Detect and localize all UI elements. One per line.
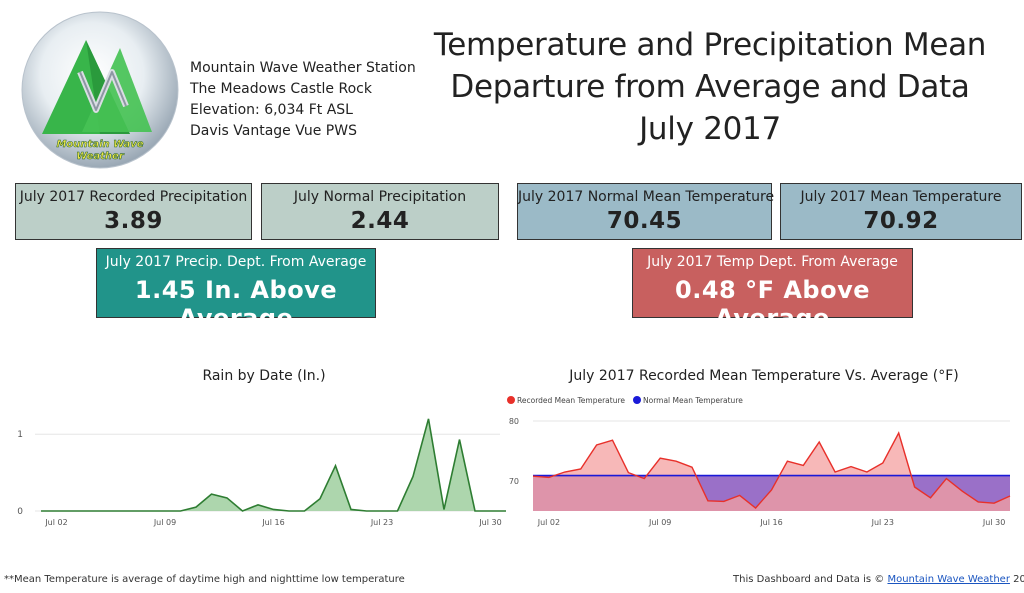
normal-temp-value: 70.45: [606, 208, 683, 234]
rain-y-tick-label: 0: [17, 507, 23, 517]
svg-text:Weather: Weather: [76, 151, 125, 162]
normal-temp-card[interactable]: July 2017 Normal Mean Temperature 70.45: [517, 183, 775, 240]
rain-x-tick-label: Jul 30: [478, 518, 501, 527]
temp-y-tick-label: 80: [509, 417, 519, 426]
copyright-prefix: This Dashboard and Data is ©: [733, 574, 888, 585]
rain-y-tick-label: 1: [17, 430, 23, 440]
legend-normal-label: Normal Mean Temperature: [643, 396, 743, 405]
normal-temp-label: July 2017 Normal Mean Temperature: [518, 189, 775, 205]
rain-x-tick-label: Jul 09: [153, 518, 176, 527]
station-info: Mountain Wave Weather Station The Meadow…: [190, 58, 416, 142]
temp-y-tick-label: 70: [509, 477, 519, 486]
recorded-temp-area: [533, 433, 1010, 511]
mountain-wave-logo-icon: Mountain Wave Weather: [21, 11, 179, 169]
temp-departure-card[interactable]: July 2017 Temp Dept. From Average 0.48 °…: [632, 248, 913, 332]
copyright-notice: This Dashboard and Data is © Mountain Wa…: [733, 574, 1024, 585]
recorded-precip-label: July 2017 Recorded Precipitation: [19, 189, 248, 205]
normal-precip-label: July Normal Precipitation: [293, 189, 467, 205]
title-line-3: July 2017: [639, 111, 781, 147]
station-elevation: Elevation: 6,034 Ft ASL: [190, 102, 353, 118]
temp-x-tick-label: Jul 09: [648, 518, 671, 527]
temp-departure-label: July 2017 Temp Dept. From Average: [647, 254, 898, 270]
recorded-precip-card[interactable]: July 2017 Recorded Precipitation 3.89: [15, 183, 252, 240]
page-title: Temperature and Precipitation Mean Depar…: [420, 24, 1000, 150]
copyright-link[interactable]: Mountain Wave Weather: [887, 574, 1010, 585]
rain-chart-title: Rain by Date (In.): [202, 368, 326, 384]
temp-x-tick-label: Jul 30: [982, 518, 1005, 527]
legend-normal-marker: [633, 396, 641, 404]
station-equipment: Davis Vantage Vue PWS: [190, 123, 357, 139]
legend-recorded-marker: [507, 396, 515, 404]
station-name: Mountain Wave Weather Station: [190, 60, 416, 76]
station-logo: Mountain Wave Weather: [20, 10, 180, 170]
temp-chart-title: July 2017 Recorded Mean Temperature Vs. …: [569, 368, 959, 384]
temp-x-tick-label: Jul 23: [871, 518, 894, 527]
mean-temp-footnote: **Mean Temperature is average of daytime…: [4, 574, 405, 585]
legend-recorded-label: Recorded Mean Temperature: [517, 396, 625, 405]
rain-line: [41, 418, 506, 512]
normal-precip-value: 2.44: [350, 208, 410, 234]
normal-precip-card[interactable]: July Normal Precipitation 2.44: [261, 183, 499, 240]
precip-departure-card[interactable]: July 2017 Precip. Dept. From Average 1.4…: [96, 248, 376, 332]
copyright-suffix: 2017: [1013, 574, 1024, 585]
temp-x-tick-label: Jul 02: [537, 518, 560, 527]
mean-temp-value: 70.92: [863, 208, 939, 234]
rain-area: [41, 418, 506, 511]
rain-x-tick-label: Jul 02: [44, 518, 67, 527]
svg-text:Mountain Wave: Mountain Wave: [56, 139, 143, 150]
title-line-2: Departure from Average and Data: [450, 69, 970, 105]
precip-departure-value: 1.45 In. Above Average: [134, 276, 338, 332]
temp-x-tick-label: Jul 16: [759, 518, 782, 527]
title-line-1: Temperature and Precipitation Mean: [433, 27, 987, 63]
rain-x-tick-label: Jul 16: [261, 518, 284, 527]
precip-departure-label: July 2017 Precip. Dept. From Average: [105, 254, 367, 270]
mean-temp-card[interactable]: July 2017 Mean Temperature 70.92: [780, 183, 1022, 240]
recorded-precip-value: 3.89: [104, 208, 163, 234]
station-location: The Meadows Castle Rock: [190, 81, 372, 97]
rain-x-tick-label: Jul 23: [370, 518, 393, 527]
temp-departure-value: 0.48 °F Above Average: [675, 276, 870, 332]
recorded-temp-line: [532, 431, 1011, 509]
mean-temp-label: July 2017 Mean Temperature: [800, 189, 1002, 205]
temperature-vs-average-chart[interactable]: Recorded Mean Temperature Normal Mean Tem…: [500, 385, 1024, 535]
rain-by-date-chart[interactable]: 0 1 Jul 02 Jul 09 Jul 16 Jul 23 Jul 30: [0, 385, 510, 535]
